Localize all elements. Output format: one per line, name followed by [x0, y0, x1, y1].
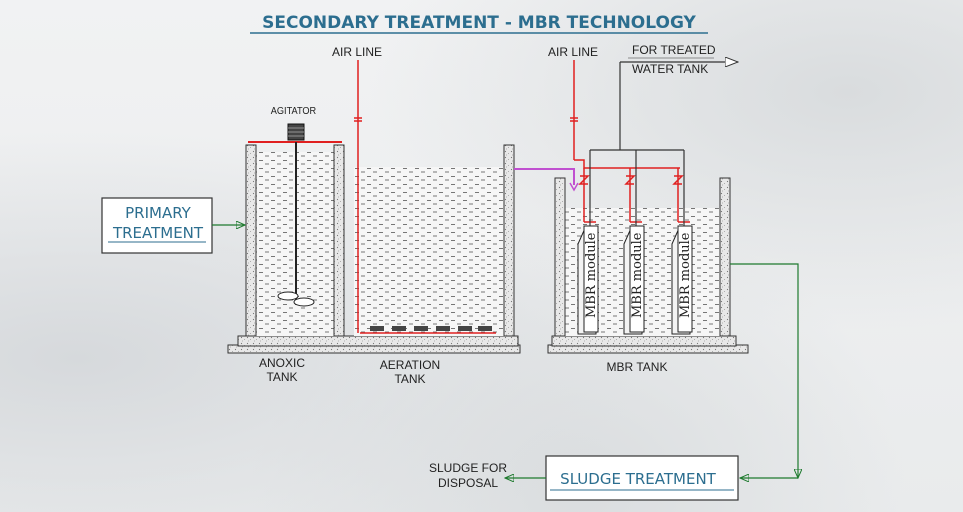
aeration-tank-label-line2: TANK	[394, 372, 425, 386]
transfer-line	[514, 168, 575, 185]
agitator-label: AGITATOR	[271, 106, 316, 117]
mbr-module: MBR module	[623, 225, 645, 335]
agitator-blade-icon	[277, 291, 299, 301]
sludge-flow-arrow	[730, 263, 798, 478]
anoxic-tank-label-line1: ANOXIC	[259, 356, 305, 370]
mbr-module: MBR module	[577, 225, 599, 335]
mbr-module-label: MBR module	[630, 232, 645, 318]
aeration-wall-right	[503, 144, 515, 337]
agitator-blade-icon	[293, 297, 315, 307]
sludge-disposal-label-line2: DISPOSAL	[438, 476, 498, 490]
sludge-treatment-box	[545, 455, 739, 501]
mbr-wall-left	[554, 177, 566, 337]
air-line-1-label: AIR LINE	[332, 45, 382, 59]
air-drops	[578, 168, 690, 223]
base-left	[237, 335, 519, 347]
primary-treatment-label-line1: PRIMARY	[125, 204, 192, 222]
primary-treatment-label-line2: TREATMENT	[112, 224, 204, 242]
mbr-module-label: MBR module	[584, 232, 599, 318]
air-line-2-label: AIR LINE	[548, 45, 598, 59]
anoxic-wall-left	[245, 144, 257, 337]
air-header	[574, 159, 680, 169]
mbr-wall-right	[719, 177, 731, 337]
sludge-disposal-label-line1: SLUDGE FOR	[429, 461, 507, 475]
treated-water-label-line2: WATER TANK	[632, 62, 708, 76]
base-right	[551, 335, 737, 347]
sludge-treatment-label: SLUDGE TREATMENT	[560, 470, 716, 488]
diagram-title: SECONDARY TREATMENT - MBR TECHNOLOGY	[262, 13, 696, 33]
anoxic-wall-right	[333, 144, 345, 337]
mbr-tank-label: MBR TANK	[607, 360, 668, 374]
mbr-module: MBR module	[671, 225, 693, 335]
primary-treatment-box	[101, 197, 213, 254]
treated-water-label-line1: FOR TREATED	[632, 43, 716, 57]
aeration-tank-label-line1: AERATION	[380, 358, 440, 372]
anoxic-tank-label-line2: TANK	[266, 370, 297, 384]
mbr-module-label: MBR module	[678, 232, 693, 318]
diffusers	[370, 326, 492, 331]
permeate-header	[589, 62, 685, 226]
aeration-water	[354, 167, 504, 336]
